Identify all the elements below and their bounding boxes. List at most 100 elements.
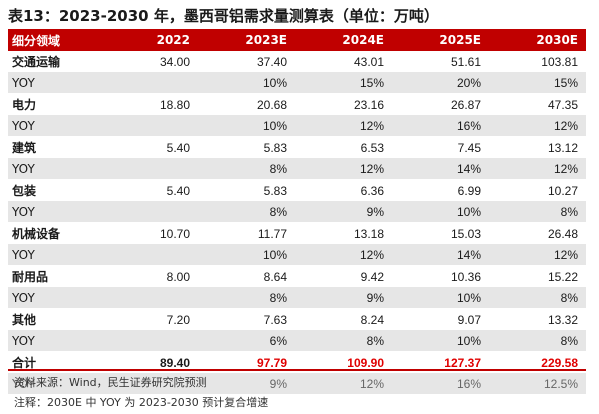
table-cell: 127.37 [444,355,481,370]
table-cell: 5.83 [198,179,295,201]
row-label: 机械设备 [8,222,118,244]
table-cell: 10.36 [392,265,489,287]
row-label: YOY [8,287,118,309]
table-cell: 47.35 [489,93,586,115]
table-cell: 18.80 [118,93,198,115]
row-label: YOY [8,330,118,352]
table-cell: 14% [392,158,489,180]
table-cell: 26.48 [489,222,586,244]
table-cell: 8.24 [295,308,392,330]
table-cell: 103.81 [489,51,586,72]
table-cell: 51.61 [392,51,489,72]
table-cell: 10% [198,72,295,94]
table-cell: 12% [295,244,392,266]
table-cell [118,115,198,137]
yoy-row: YOY 8% 12% 14% 12% [8,158,586,180]
table-cell: 8% [198,287,295,309]
table-cell [118,158,198,180]
table-cell: 89.40 [159,355,190,370]
table-cell: 15.22 [489,265,586,287]
table-cell: 229.58 [541,355,578,370]
table-cell: 7.20 [118,308,198,330]
row-label: YOY [8,158,118,180]
table-cell: 12% [489,158,586,180]
yoy-row: YOY 10% 12% 14% 12% [8,244,586,266]
table-cell: 26.87 [392,93,489,115]
table-cell: 12.5% [489,373,586,394]
row-label: 建筑 [8,136,118,158]
table-cell: 8% [198,201,295,223]
row-label: YOY [8,72,118,94]
table-row: 耐用品 8.00 8.64 9.42 10.36 15.22 [8,265,586,287]
table-cell [118,287,198,309]
table-cell: 7.63 [198,308,295,330]
yoy-row: YOY 10% 12% 16% 12% [8,115,586,137]
table-cell: 9% [295,287,392,309]
table-cell: 8% [489,330,586,352]
row-label: YOY [8,115,118,137]
table-bottom-rule [8,369,586,371]
table-cell: 9% [198,373,295,394]
table-cell: 12% [295,158,392,180]
yoy-row: YOY 8% 9% 10% 8% [8,287,586,309]
table-cell: 10% [198,244,295,266]
table-cell: 43.01 [295,51,392,72]
row-label: YOY [8,244,118,266]
table-row: 建筑 5.40 5.83 6.53 7.45 13.12 [8,136,586,158]
table-cell: 5.40 [118,136,198,158]
total-row: 合计 89.40 97.79 109.90 127.37 229.58 [8,352,586,374]
header-2022: 2022 [118,29,198,51]
table-cell: 6% [198,330,295,352]
table-cell: 5.40 [118,179,198,201]
row-label: 包装 [8,179,118,201]
table-cell: 13.32 [489,308,586,330]
table-cell: 10% [198,115,295,137]
table-title: 表13：2023-2030 年，墨西哥铝需求量测算表（单位：万吨） [8,7,439,25]
table-cell: 12% [295,115,392,137]
table-cell: 8% [489,287,586,309]
table-cell: 9.07 [392,308,489,330]
yoy-row: YOY 6% 8% 10% 8% [8,330,586,352]
row-label: 合计 [12,356,37,370]
table-cell: 6.99 [392,179,489,201]
table-cell: 5.83 [198,136,295,158]
header-2023e: 2023E [198,29,295,51]
source-note: 资料来源：Wind，民生证券研究院预测 [14,376,207,389]
table-cell: 7.45 [392,136,489,158]
table-cell: 8.00 [118,265,198,287]
table-cell: 10% [392,201,489,223]
table-cell: 10.70 [118,222,198,244]
table-cell: 9.42 [295,265,392,287]
table-cell: 10% [392,330,489,352]
table-header-row: 细分领域 2022 2023E 2024E 2025E 2030E [8,29,586,51]
table-cell: 97.79 [256,355,287,370]
table-cell: 15.03 [392,222,489,244]
row-label: 耐用品 [8,265,118,287]
table-cell: 10% [392,287,489,309]
table-cell: 8.64 [198,265,295,287]
table-cell: 16% [392,373,489,394]
table-cell: 16% [392,115,489,137]
table-cell: 20% [392,72,489,94]
row-label: 电力 [8,93,118,115]
table-cell: 9% [295,201,392,223]
table-cell: 13.18 [295,222,392,244]
table-cell: 12% [489,115,586,137]
table-cell: 8% [295,330,392,352]
table-row: 包装 5.40 5.83 6.36 6.99 10.27 [8,179,586,201]
table-cell [118,373,198,394]
yoy-row: YOY 10% 15% 20% 15% [8,72,586,94]
header-category: 细分领域 [8,29,118,51]
table-cell: 10.27 [489,179,586,201]
table-cell: 14% [392,244,489,266]
table-body: 交通运输 34.00 37.40 43.01 51.61 103.81 YOY 10% 15% 2… [8,51,586,394]
table-cell: 12% [295,373,392,394]
row-label: YOY [8,201,118,223]
table-row: 其他 7.20 7.63 8.24 9.07 13.32 [8,308,586,330]
row-label: 交通运输 [8,51,118,72]
demand-table: 细分领域 2022 2023E 2024E 2025E 2030E 交通运输 34… [8,29,586,394]
table-cell: 20.68 [198,93,295,115]
table-cell: 11.77 [198,222,295,244]
footnote: 注释：2030E 中 YOY 为 2023-2030 预计复合增速 [14,396,269,409]
yoy-row: YOY 8% 9% 10% 8% [8,201,586,223]
